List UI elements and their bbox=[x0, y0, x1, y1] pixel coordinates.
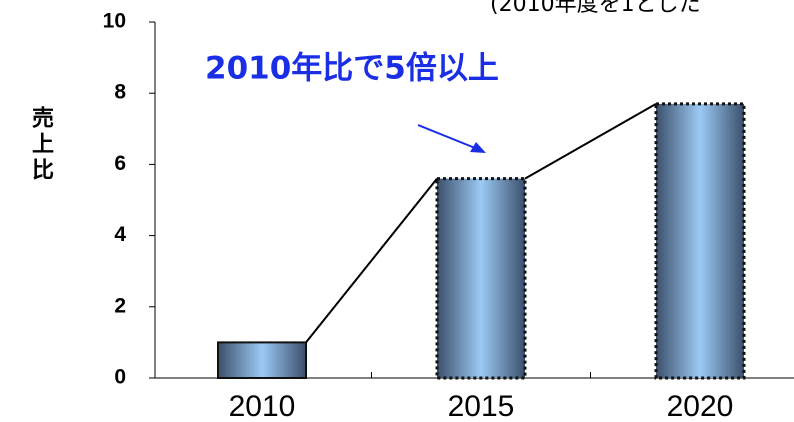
arrow bbox=[417, 124, 481, 151]
y-axis-label: 売上比 bbox=[28, 105, 54, 184]
connector-line bbox=[305, 178, 438, 344]
y-tick-label: 10 bbox=[103, 10, 126, 33]
bar bbox=[654, 102, 746, 380]
annotation: 2010年比で5倍以上 bbox=[205, 51, 499, 87]
bar bbox=[435, 177, 527, 380]
y-tick-label: 4 bbox=[114, 223, 126, 246]
connector-line bbox=[524, 103, 657, 180]
arrow-head bbox=[470, 142, 486, 153]
x-tick-label: 2015 bbox=[448, 390, 515, 422]
y-tick-label: 2 bbox=[114, 294, 126, 317]
bar bbox=[217, 341, 307, 379]
y-tick-label: 0 bbox=[114, 366, 126, 389]
x-tick-label: 2010 bbox=[229, 390, 296, 422]
subtitle: (2010年度を1とした bbox=[490, 0, 701, 17]
x-tick-label: 2020 bbox=[667, 390, 734, 422]
y-tick-label: 6 bbox=[114, 152, 126, 175]
y-tick-label: 8 bbox=[114, 81, 126, 104]
